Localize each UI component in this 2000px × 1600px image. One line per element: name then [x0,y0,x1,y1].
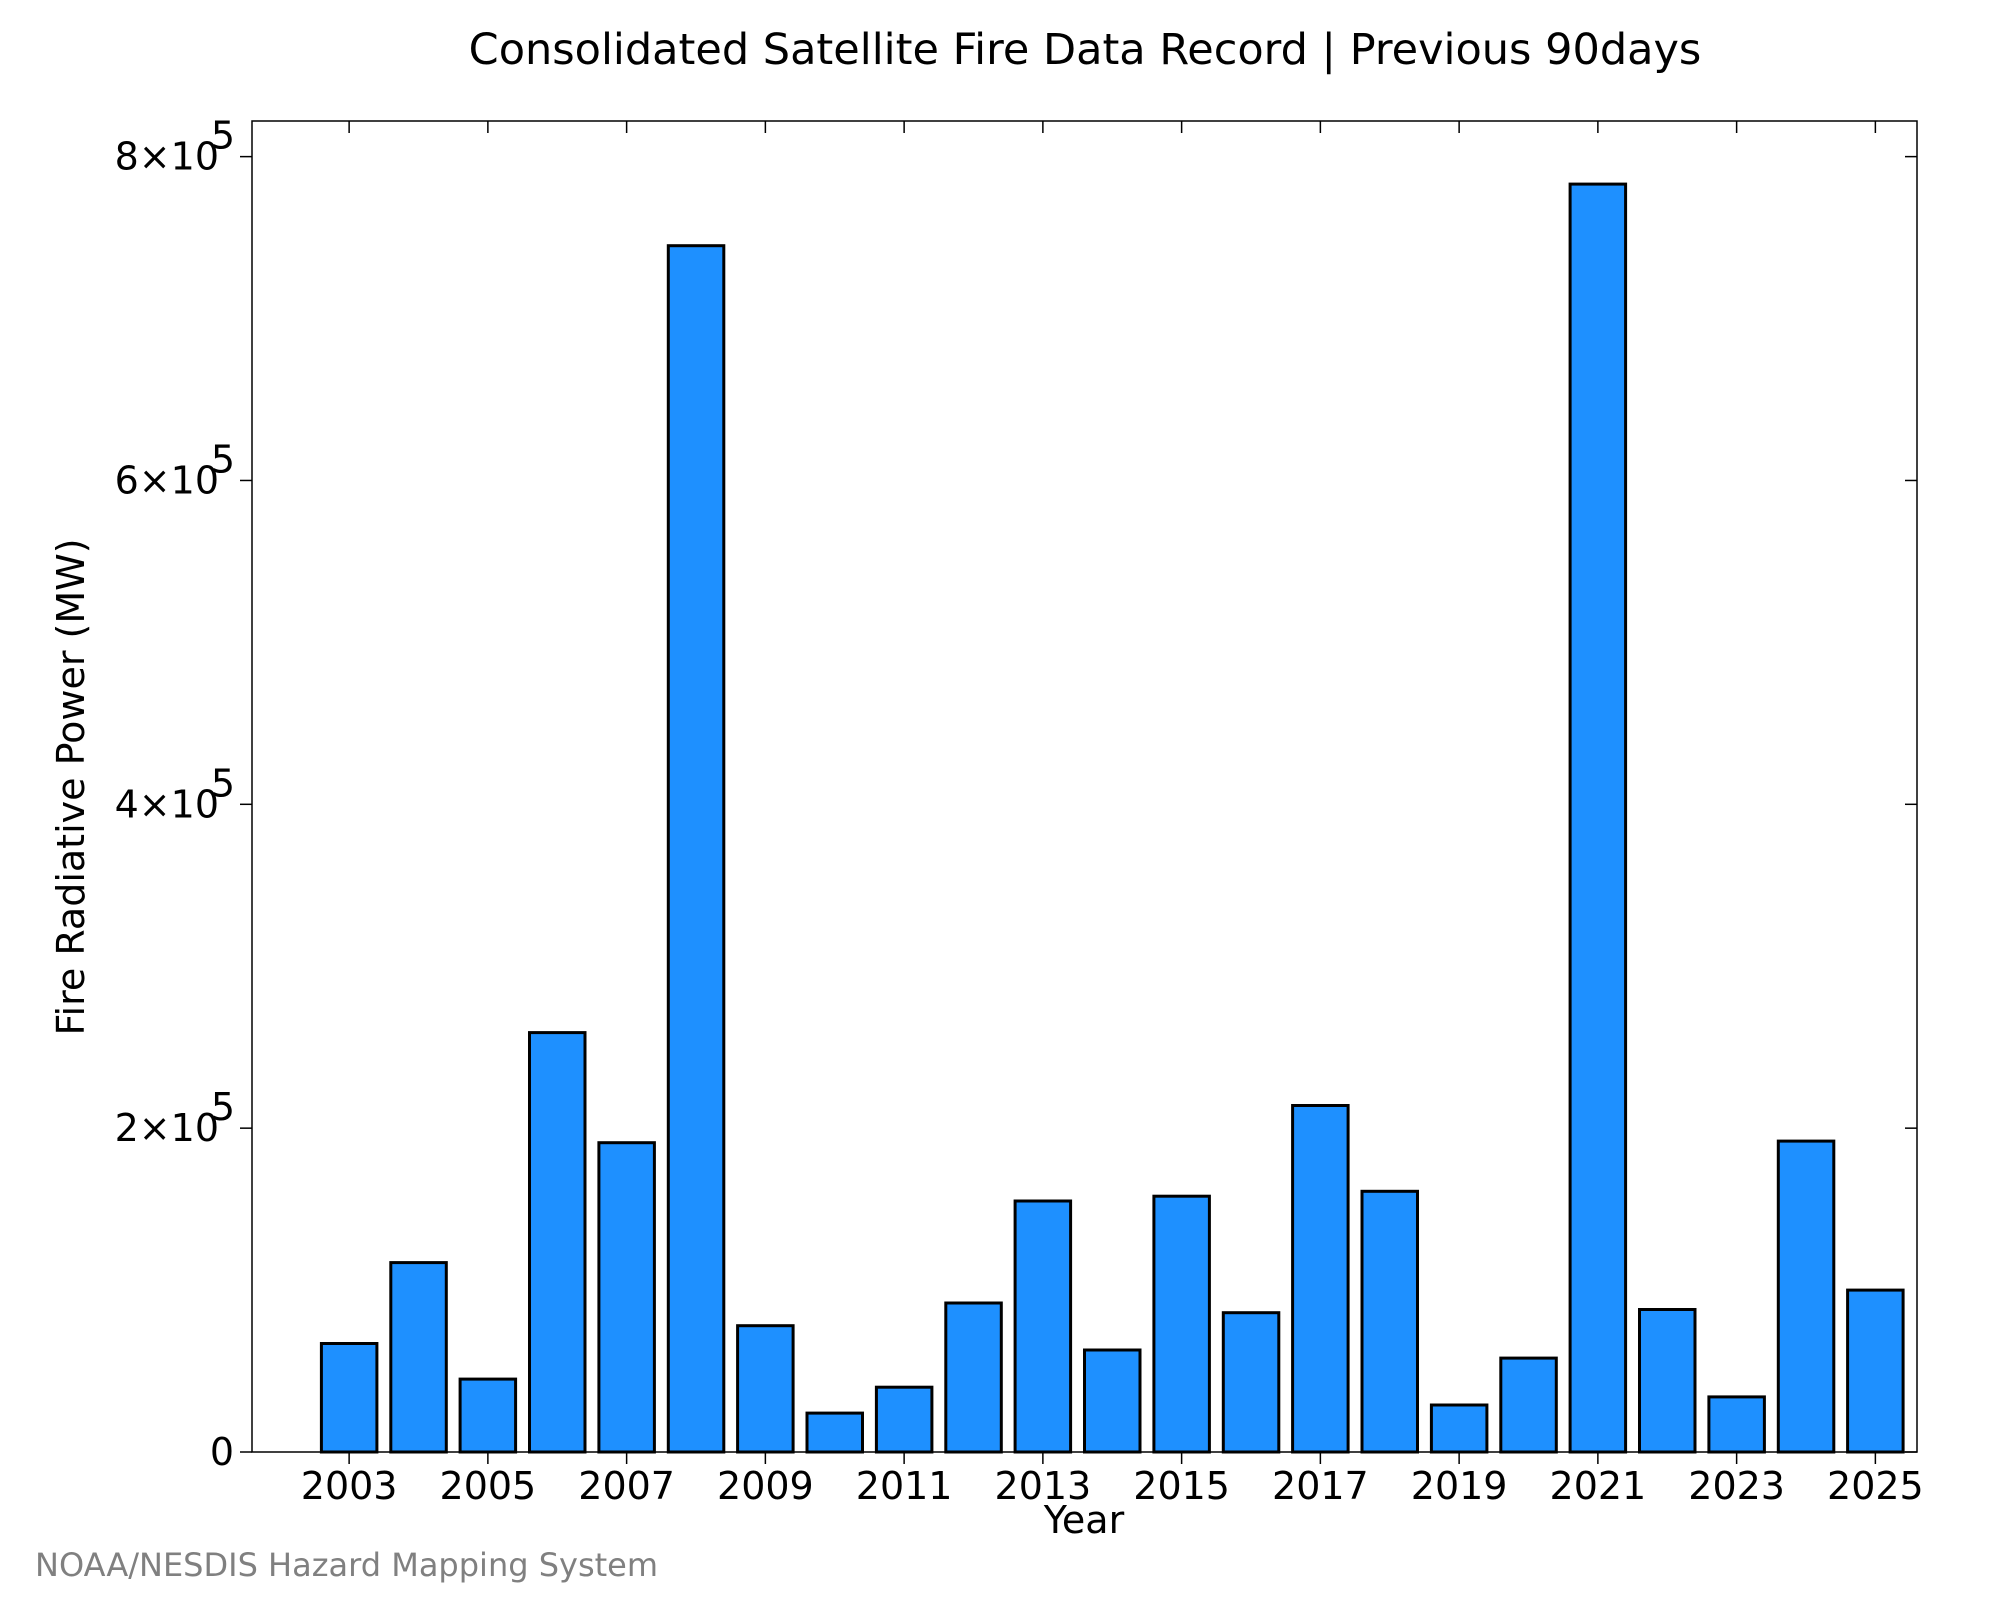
x-tick-label: 2025 [1827,1464,1924,1508]
x-tick-label: 2007 [578,1464,675,1508]
y-tick-label: 6×10 [115,458,219,502]
x-axis-tick-labels: 2003 2005 2007 2009 2011 2013 2015 2017 2019 2021… [301,1464,1924,1508]
bar-2012 [944,1301,1003,1454]
x-tick-label: 2013 [995,1464,1092,1508]
bar-2009 [736,1324,795,1454]
bar-2016 [1221,1311,1281,1454]
bar-series [319,182,1905,1454]
bar-2005 [458,1377,518,1454]
x-tick-label: 2009 [717,1464,814,1508]
y-axis-label: Fire Radiative Power (MW) [49,538,93,1035]
x-tick-label: 2005 [440,1464,537,1508]
x-tick-label: 2019 [1411,1464,1508,1508]
x-tick-label: 2015 [1133,1464,1230,1508]
y-tick-label-exponent: 5 [211,1085,235,1129]
x-tick-label: 2003 [301,1464,398,1508]
bar-2014 [1083,1348,1142,1454]
bar-2011 [874,1385,934,1454]
bar-2015 [1152,1194,1211,1454]
plot-area-frame [251,120,1918,1453]
x-tick-label: 2021 [1550,1464,1647,1508]
y-tick-label: 4×10 [115,782,219,826]
x-tick-label: 2023 [1688,1464,1785,1508]
bar-2004 [389,1261,448,1454]
x-axis-label: Year [1043,1498,1125,1542]
y-tick-label: 0 [210,1430,234,1474]
source-credit: NOAA/NESDIS Hazard Mapping System [35,1546,658,1584]
y-tick-label-exponent: 5 [211,114,235,158]
bar-2007 [597,1141,656,1454]
bar-2019 [1429,1403,1489,1454]
y-tick-label: 8×10 [115,135,219,179]
axis-ticks [240,121,1917,1464]
bar-2017 [1291,1104,1350,1454]
y-tick-label-exponent: 5 [211,761,235,805]
x-tick-label: 2017 [1272,1464,1369,1508]
bar-2021 [1568,182,1628,1454]
bar-2025 [1846,1288,1905,1454]
bar-2003 [319,1342,379,1454]
y-tick-label: 2×10 [115,1106,219,1150]
bar-2018 [1360,1189,1419,1454]
bar-2008 [666,244,726,1454]
bar-2013 [1013,1199,1073,1454]
bar-2023 [1707,1395,1766,1454]
bar-2022 [1638,1308,1697,1454]
y-tick-label-exponent: 5 [211,437,235,481]
bar-2020 [1499,1356,1558,1454]
chart-title: Consolidated Satellite Fire Data Record … [469,25,1702,75]
bar-2006 [528,1031,587,1454]
x-tick-label: 2011 [856,1464,953,1508]
bar-2024 [1776,1139,1836,1454]
bar-2010 [805,1411,864,1454]
